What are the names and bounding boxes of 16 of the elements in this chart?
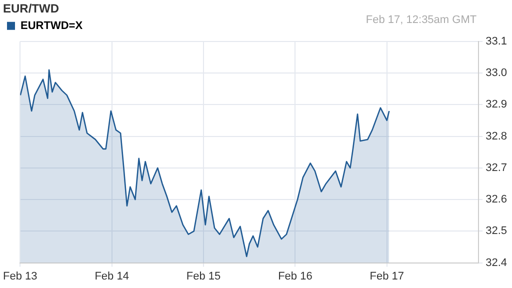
chart-title: EUR/TWD xyxy=(3,2,60,16)
y-tick-label: 32.6 xyxy=(486,194,508,206)
x-tick-label: Feb 17 xyxy=(370,270,404,282)
x-tick-label: Feb 14 xyxy=(94,270,129,282)
x-tick-label: Feb 13 xyxy=(3,270,38,282)
x-tick-label: Feb 16 xyxy=(278,270,312,282)
y-tick-label: 32.9 xyxy=(486,98,508,111)
y-tick-label: 33.1 xyxy=(486,35,508,48)
x-tick-label: Feb 15 xyxy=(186,270,221,282)
y-tick-label: 33.0 xyxy=(486,67,508,80)
text: Feb 17, 12:35am GMT xyxy=(366,14,477,26)
legend-label: EURTWD=X xyxy=(20,20,84,32)
y-tick-label: 32.4 xyxy=(486,256,508,269)
y-tick-label: 32.7 xyxy=(486,162,508,174)
y-tick-label: 32.8 xyxy=(486,130,508,142)
y-tick-label: 32.5 xyxy=(486,225,508,238)
